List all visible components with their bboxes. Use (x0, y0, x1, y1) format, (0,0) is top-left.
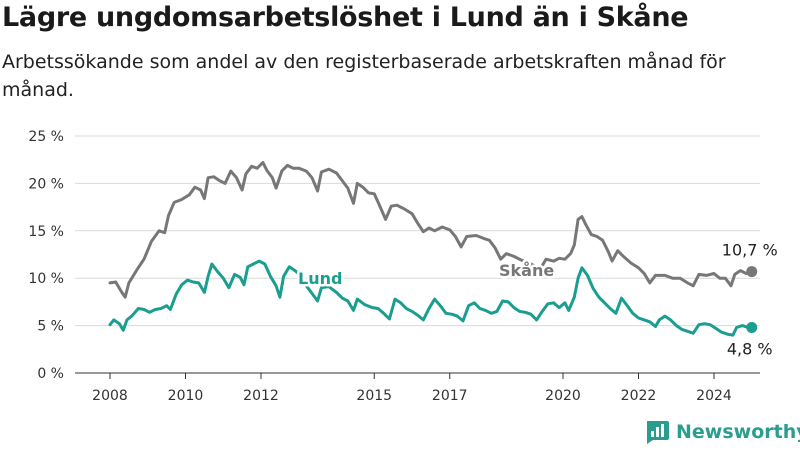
x-tick-label: 2020 (545, 388, 581, 404)
y-tick-label: 20 % (28, 176, 64, 192)
series-line-lund (108, 259, 754, 337)
x-tick-label: 2024 (696, 388, 732, 404)
newsworthy-logo: Newsworthy (644, 418, 800, 446)
y-tick-label: 0 % (37, 366, 64, 382)
x-tick-label: 2015 (356, 388, 392, 404)
newsworthy-chat-icon (647, 421, 669, 444)
series-label-lund-halo: Lund (298, 269, 342, 288)
end-value-label-skane: 10,7 % (722, 241, 778, 260)
series-label-skane-halo: Skåne (499, 261, 554, 280)
x-tick-label: 2022 (621, 388, 657, 404)
x-tick-label: 2008 (92, 388, 128, 404)
y-tick-label: 15 % (28, 224, 64, 240)
series-line-skane (108, 161, 754, 299)
x-tick-label: 2012 (243, 388, 279, 404)
series-end-point (746, 321, 758, 333)
series-end-point (746, 266, 758, 278)
series-label-lund: Lund (298, 269, 342, 288)
chart-subtitle: Arbetssökande som andel av den registerb… (2, 51, 726, 101)
x-tick-label: 2017 (432, 388, 468, 404)
y-tick-label: 5 % (37, 319, 64, 335)
chart-title: Lägre ungdomsarbetslöshet i Lund än i Sk… (2, 2, 689, 33)
end-value-label-lund: 4,8 % (727, 339, 773, 358)
brand-name: Newsworthy (676, 421, 800, 443)
y-tick-label: 25 % (28, 129, 64, 145)
series-label-skane: Skåne (499, 261, 554, 280)
y-tick-label: 10 % (28, 271, 64, 287)
x-tick-label: 2010 (168, 388, 204, 404)
